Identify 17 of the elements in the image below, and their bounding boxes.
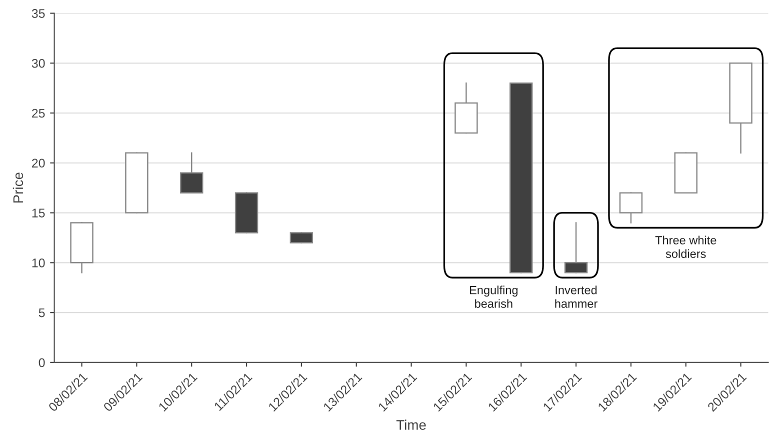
y-tick-label: 25 [32,108,45,118]
y-tick-label: 35 [32,9,45,18]
annotation: Engulfing bearish [470,286,518,308]
y-tick-label: 20 [32,158,45,168]
annotation: Three white soldiers [655,236,716,258]
candlestick [564,222,588,274]
y-tick-label: 15 [32,208,45,218]
candlestick [180,152,204,194]
x-axis-title: Time [396,420,426,430]
y-tick-label: 30 [32,58,45,68]
y-tick-label: 5 [38,308,45,318]
candlestick [619,192,643,224]
annotation: Inverted hammer [555,286,598,308]
y-tick-label: 10 [32,258,45,268]
candlestick [290,232,314,244]
y-tick-label: 0 [38,358,45,368]
y-axis-title: Price [12,172,24,203]
